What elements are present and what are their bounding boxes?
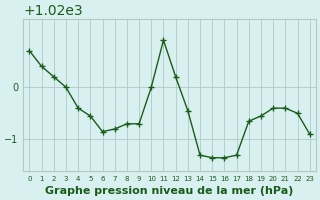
X-axis label: Graphe pression niveau de la mer (hPa): Graphe pression niveau de la mer (hPa) (45, 186, 294, 196)
